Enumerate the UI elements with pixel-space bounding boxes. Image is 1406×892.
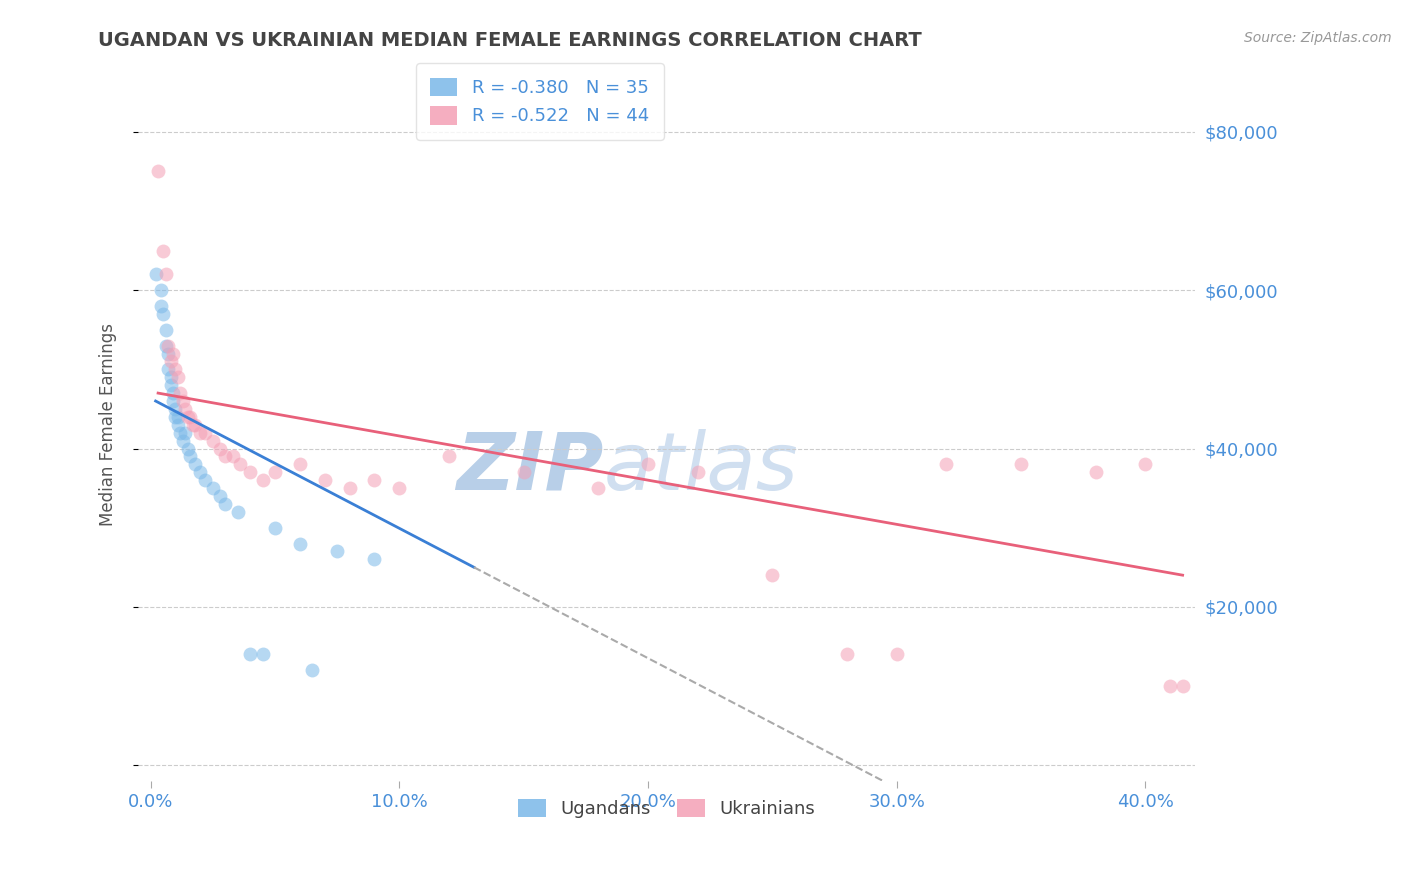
Point xyxy=(155,338,177,352)
Point xyxy=(288,458,311,472)
Point xyxy=(177,409,200,424)
Point xyxy=(1171,679,1194,693)
Point xyxy=(229,458,252,472)
Point xyxy=(363,473,385,487)
Point xyxy=(194,473,217,487)
Point xyxy=(201,481,224,495)
Point xyxy=(214,450,236,464)
Point xyxy=(221,450,243,464)
Point xyxy=(314,473,336,487)
Point xyxy=(167,417,190,432)
Point xyxy=(190,465,212,479)
Point xyxy=(209,442,232,456)
Point xyxy=(437,450,460,464)
Point xyxy=(159,354,181,368)
Point xyxy=(146,164,169,178)
Point xyxy=(363,552,385,566)
Point xyxy=(1084,465,1107,479)
Point xyxy=(512,465,534,479)
Point xyxy=(1010,458,1032,472)
Point xyxy=(172,434,194,448)
Point xyxy=(388,481,411,495)
Point xyxy=(301,663,323,677)
Point xyxy=(155,323,177,337)
Point xyxy=(149,299,172,313)
Point xyxy=(165,362,187,376)
Point xyxy=(1135,458,1157,472)
Point xyxy=(181,417,204,432)
Point xyxy=(339,481,361,495)
Point xyxy=(167,409,190,424)
Point xyxy=(194,425,217,440)
Point xyxy=(174,401,197,416)
Text: UGANDAN VS UKRAINIAN MEDIAN FEMALE EARNINGS CORRELATION CHART: UGANDAN VS UKRAINIAN MEDIAN FEMALE EARNI… xyxy=(98,31,922,50)
Point xyxy=(162,346,184,360)
Point xyxy=(637,458,659,472)
Point xyxy=(179,409,201,424)
Point xyxy=(155,268,177,282)
Point xyxy=(149,283,172,297)
Point xyxy=(226,505,249,519)
Point xyxy=(169,386,191,401)
Point xyxy=(264,521,287,535)
Point xyxy=(686,465,709,479)
Point xyxy=(761,568,783,582)
Point xyxy=(184,417,207,432)
Point xyxy=(162,394,184,409)
Point xyxy=(201,434,224,448)
Point xyxy=(252,473,274,487)
Point xyxy=(157,346,180,360)
Text: Source: ZipAtlas.com: Source: ZipAtlas.com xyxy=(1244,31,1392,45)
Point xyxy=(159,378,181,392)
Y-axis label: Median Female Earnings: Median Female Earnings xyxy=(100,323,117,526)
Point xyxy=(157,338,180,352)
Point xyxy=(174,425,197,440)
Point xyxy=(239,465,262,479)
Point xyxy=(326,544,349,558)
Point xyxy=(162,386,184,401)
Point xyxy=(172,394,194,409)
Point xyxy=(179,450,201,464)
Point xyxy=(252,648,274,662)
Point xyxy=(145,268,167,282)
Point xyxy=(935,458,957,472)
Point xyxy=(288,536,311,550)
Point xyxy=(184,458,207,472)
Point xyxy=(165,409,187,424)
Point xyxy=(886,648,908,662)
Point xyxy=(165,401,187,416)
Point xyxy=(209,489,232,503)
Text: ZIP: ZIP xyxy=(456,428,603,507)
Point xyxy=(586,481,609,495)
Point xyxy=(177,442,200,456)
Point xyxy=(152,307,174,321)
Point xyxy=(214,497,236,511)
Legend: Ugandans, Ukrainians: Ugandans, Ukrainians xyxy=(512,791,823,825)
Point xyxy=(169,425,191,440)
Point xyxy=(167,370,190,384)
Text: atlas: atlas xyxy=(603,428,799,507)
Point xyxy=(264,465,287,479)
Point xyxy=(1159,679,1181,693)
Point xyxy=(152,244,174,258)
Point xyxy=(190,425,212,440)
Point xyxy=(157,362,180,376)
Point xyxy=(239,648,262,662)
Point xyxy=(159,370,181,384)
Point xyxy=(835,648,858,662)
